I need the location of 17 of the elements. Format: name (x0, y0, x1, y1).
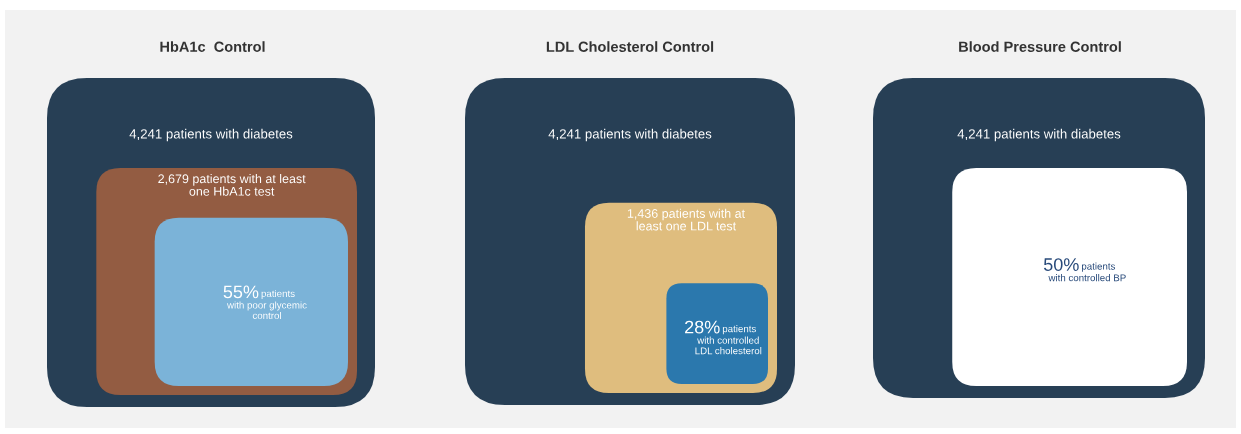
text: with poor glycemic control (227, 301, 307, 320)
text: Blood Pressure Control (959, 41, 1121, 52)
text: patients (1081, 262, 1116, 272)
text: LDL Cholesterol Control (546, 41, 714, 52)
data-label: 50% (1043, 258, 1079, 271)
text: with controlled LDL cholesterol (695, 336, 762, 355)
text: patients (722, 325, 756, 335)
data-label: 4,241 patients with diabetes (548, 128, 712, 142)
data-label: 2,679 patients with at least one HbA1c test (158, 174, 306, 196)
text: patients (261, 289, 295, 299)
data-label: 1,436 patients with at least one LDL test (627, 208, 745, 231)
text: HbA1c Control (160, 41, 265, 52)
data-label: 4,241 patients with diabetes (129, 128, 293, 142)
data-label: 28% (685, 320, 720, 334)
text: with controlled BP (1048, 274, 1126, 282)
data-label: 4,241 patients with diabetes (957, 128, 1121, 142)
data-label: 55% (223, 285, 259, 299)
